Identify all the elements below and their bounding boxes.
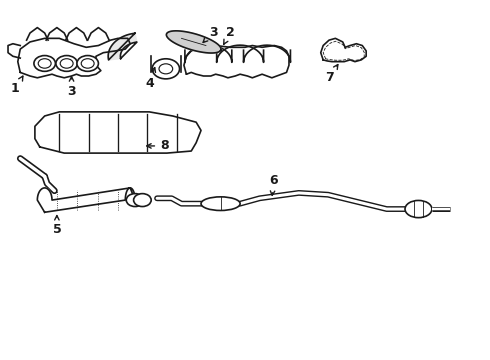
Polygon shape [167,31,221,53]
Polygon shape [18,39,130,78]
Text: 5: 5 [52,216,61,236]
Polygon shape [66,28,87,40]
Ellipse shape [201,197,240,211]
Circle shape [126,194,144,207]
Polygon shape [321,39,366,62]
Polygon shape [108,33,137,60]
Text: 3: 3 [203,26,218,42]
Ellipse shape [405,201,432,218]
Polygon shape [46,28,68,40]
Text: 3: 3 [67,77,76,98]
Circle shape [77,55,98,71]
Circle shape [152,59,179,79]
Text: 8: 8 [147,139,169,152]
Polygon shape [151,56,180,62]
Polygon shape [35,112,201,153]
Circle shape [34,55,55,71]
Circle shape [56,55,77,71]
Text: 7: 7 [325,64,338,84]
Text: 6: 6 [269,174,278,195]
Polygon shape [88,28,109,40]
Polygon shape [26,28,48,40]
Circle shape [134,194,151,207]
Text: 1: 1 [11,76,23,95]
Polygon shape [37,188,135,212]
Polygon shape [184,45,289,78]
Polygon shape [8,44,20,58]
Text: 4: 4 [146,68,155,90]
Text: 2: 2 [223,26,235,44]
